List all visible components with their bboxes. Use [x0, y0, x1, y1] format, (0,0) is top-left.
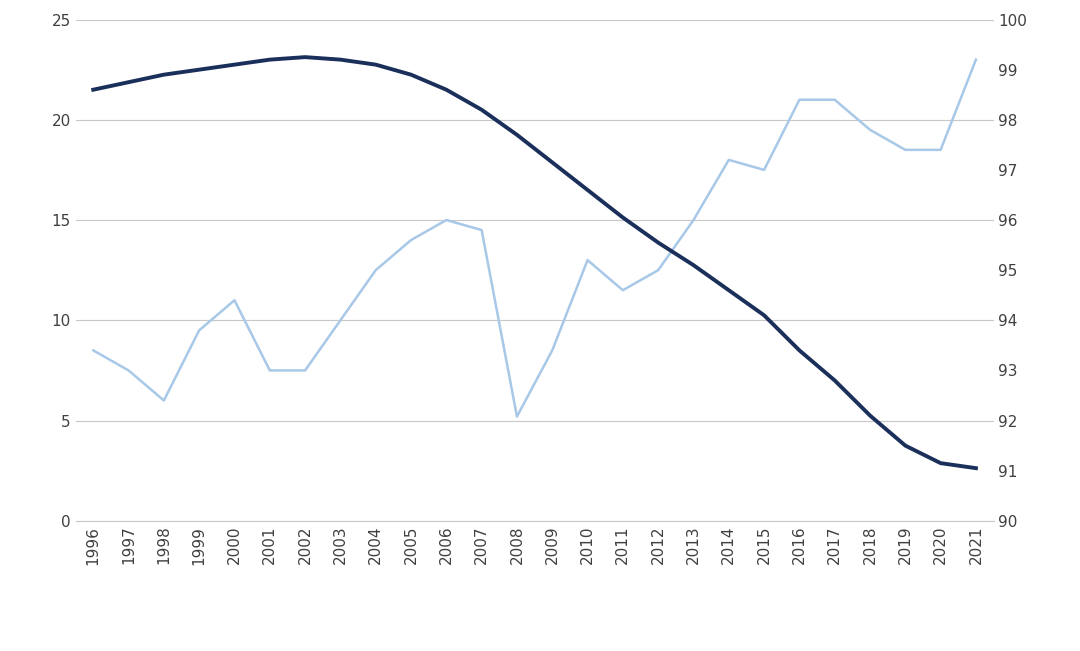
Japan Working Age Population (MM) RHS: [228, 61, 241, 68]
Japan Corporate Profits (Yen TT): [369, 266, 382, 274]
Japan Corporate Profits (Yen TT): [687, 216, 700, 224]
Japan Corporate Profits (Yen TT): [511, 413, 524, 421]
Japan Corporate Profits (Yen TT): [651, 266, 664, 274]
Japan Corporate Profits (Yen TT): [475, 226, 488, 234]
Japan Corporate Profits (Yen TT): [545, 346, 558, 354]
Japan Working Age Population (MM) RHS: [475, 106, 488, 114]
Japan Working Age Population (MM) RHS: [334, 56, 347, 64]
Japan Working Age Population (MM) RHS: [687, 261, 700, 269]
Japan Corporate Profits (Yen TT): [970, 56, 983, 64]
Japan Corporate Profits (Yen TT): [793, 96, 806, 104]
Line: Japan Corporate Profits (Yen TT): Japan Corporate Profits (Yen TT): [93, 60, 976, 417]
Japan Corporate Profits (Yen TT): [723, 156, 735, 164]
Japan Corporate Profits (Yen TT): [86, 346, 99, 354]
Japan Working Age Population (MM) RHS: [122, 78, 135, 86]
Japan Working Age Population (MM) RHS: [511, 131, 524, 139]
Japan Working Age Population (MM) RHS: [617, 214, 630, 221]
Japan Corporate Profits (Yen TT): [122, 367, 135, 374]
Japan Corporate Profits (Yen TT): [934, 146, 947, 154]
Japan Working Age Population (MM) RHS: [264, 56, 276, 64]
Japan Working Age Population (MM) RHS: [864, 411, 877, 419]
Japan Working Age Population (MM) RHS: [545, 158, 558, 166]
Legend: : [534, 628, 546, 640]
Japan Working Age Population (MM) RHS: [934, 459, 947, 467]
Japan Working Age Population (MM) RHS: [793, 346, 806, 354]
Japan Working Age Population (MM) RHS: [828, 376, 841, 384]
Japan Working Age Population (MM) RHS: [405, 71, 418, 79]
Japan Corporate Profits (Yen TT): [828, 96, 841, 104]
Japan Corporate Profits (Yen TT): [440, 216, 453, 224]
Japan Working Age Population (MM) RHS: [86, 86, 99, 94]
Japan Corporate Profits (Yen TT): [617, 286, 630, 294]
Japan Working Age Population (MM) RHS: [970, 464, 983, 472]
Japan Corporate Profits (Yen TT): [758, 166, 771, 174]
Japan Corporate Profits (Yen TT): [158, 396, 171, 404]
Japan Working Age Population (MM) RHS: [758, 311, 771, 319]
Japan Working Age Population (MM) RHS: [369, 61, 382, 68]
Japan Working Age Population (MM) RHS: [899, 442, 912, 450]
Japan Working Age Population (MM) RHS: [299, 53, 312, 61]
Japan Corporate Profits (Yen TT): [192, 326, 205, 334]
Japan Corporate Profits (Yen TT): [581, 256, 594, 264]
Japan Corporate Profits (Yen TT): [228, 296, 241, 304]
Japan Working Age Population (MM) RHS: [440, 86, 453, 94]
Japan Corporate Profits (Yen TT): [405, 236, 418, 244]
Japan Corporate Profits (Yen TT): [264, 367, 276, 374]
Japan Working Age Population (MM) RHS: [581, 186, 594, 194]
Japan Working Age Population (MM) RHS: [651, 239, 664, 247]
Japan Working Age Population (MM) RHS: [723, 286, 735, 294]
Japan Working Age Population (MM) RHS: [192, 66, 205, 74]
Japan Working Age Population (MM) RHS: [158, 71, 171, 79]
Japan Corporate Profits (Yen TT): [334, 316, 347, 324]
Japan Corporate Profits (Yen TT): [299, 367, 312, 374]
Line: Japan Working Age Population (MM) RHS: Japan Working Age Population (MM) RHS: [93, 57, 976, 468]
Japan Corporate Profits (Yen TT): [899, 146, 912, 154]
Japan Corporate Profits (Yen TT): [864, 126, 877, 133]
